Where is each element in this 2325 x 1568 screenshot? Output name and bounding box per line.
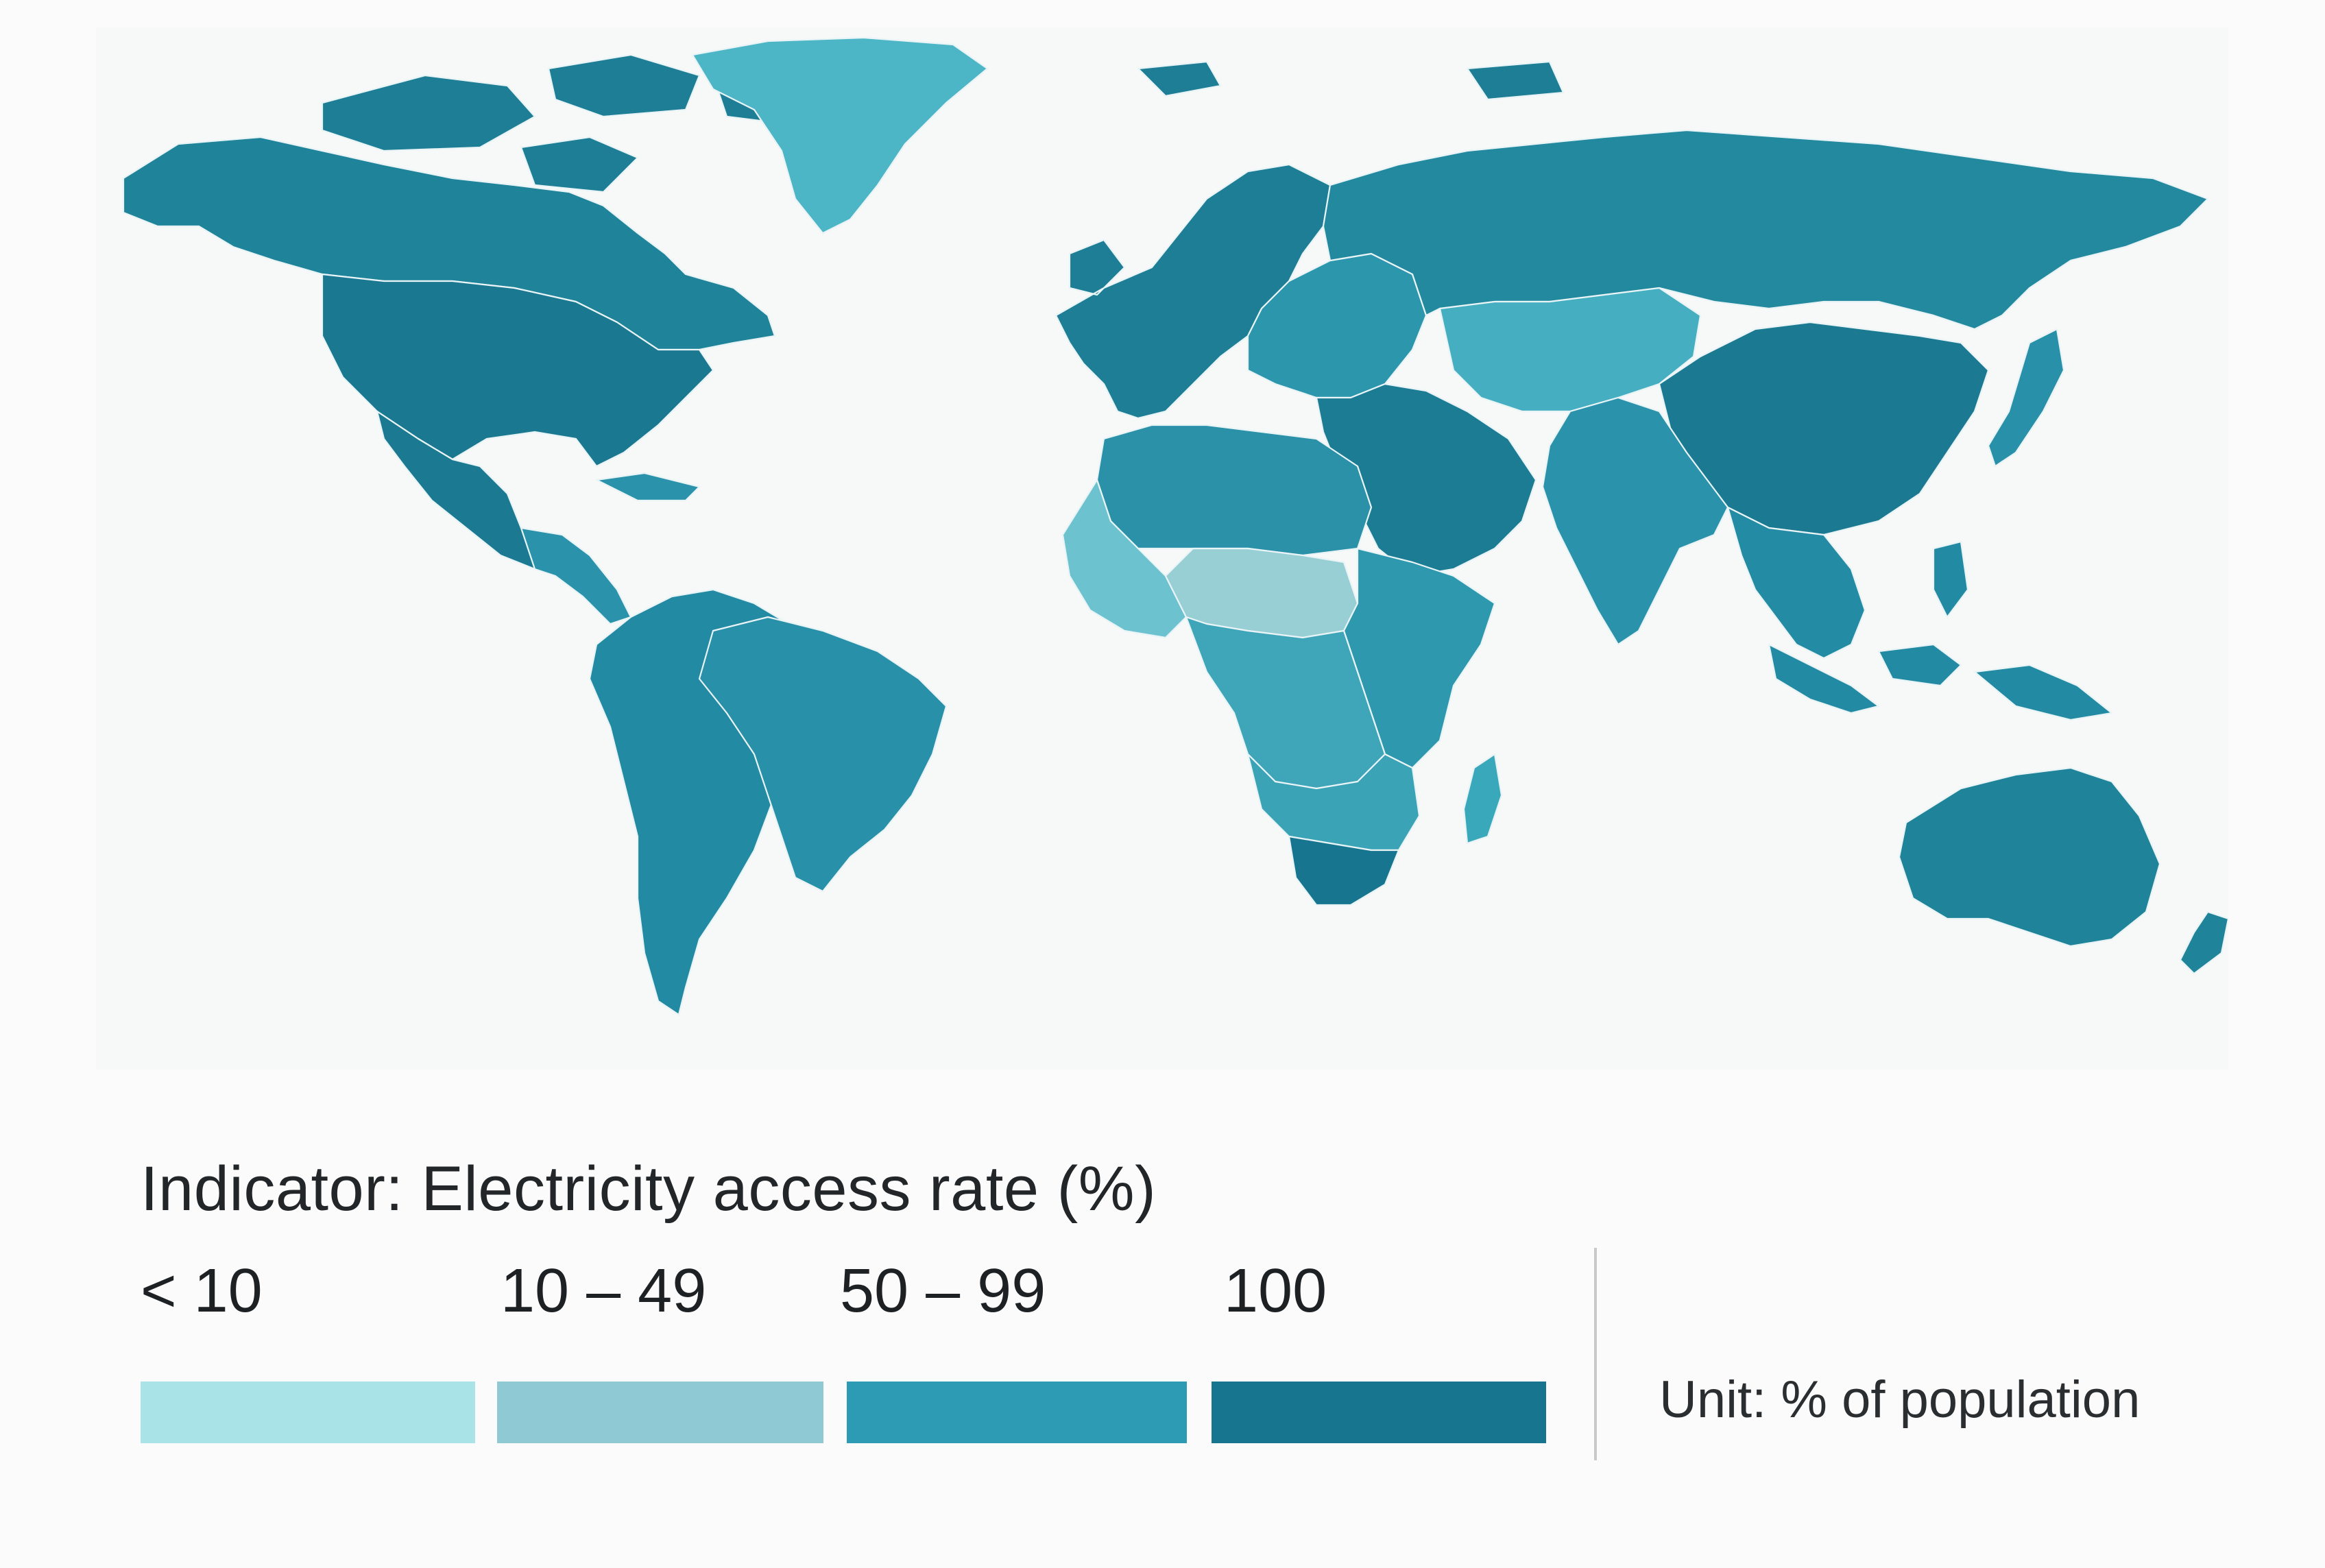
legend-swatch <box>847 1382 1187 1443</box>
region-west-africa[interactable] <box>1061 479 1188 639</box>
region-indonesia[interactable] <box>1768 540 2113 721</box>
legend-bin-label: 100 <box>1224 1257 1327 1325</box>
legend-swatch <box>497 1382 823 1443</box>
region-india[interactable] <box>1541 396 1729 646</box>
legend-bin-label: 10 – 49 <box>501 1257 707 1325</box>
legend-bin-label: < 10 <box>141 1257 263 1325</box>
region-brazil[interactable] <box>698 616 948 893</box>
world-map[interactable] <box>96 27 2228 1070</box>
legend: Indicator: Electricity access rate (%) <… <box>141 1138 2232 1460</box>
region-central-america[interactable] <box>520 472 701 625</box>
region-central-asia[interactable] <box>1438 287 1702 413</box>
legend-title: Indicator: Electricity access rate (%) <box>141 1154 1157 1224</box>
region-north-america[interactable] <box>122 136 776 351</box>
legend-divider <box>1594 1248 1597 1460</box>
region-southeast-asia[interactable] <box>1726 506 1866 660</box>
legend-swatch <box>141 1382 475 1443</box>
unit-note: Unit: % of population <box>1659 1371 2141 1429</box>
region-russia[interactable] <box>1322 129 2209 330</box>
region-south-africa[interactable] <box>1288 835 1400 906</box>
legend-bin-label: 50 – 99 <box>840 1257 1046 1325</box>
map-panel <box>96 27 2228 1070</box>
region-greenland[interactable] <box>691 36 989 234</box>
region-madagascar[interactable] <box>1462 753 1503 845</box>
region-new-zealand[interactable] <box>2179 910 2228 975</box>
region-japan[interactable] <box>1987 328 2065 468</box>
region-australia[interactable] <box>1898 767 2161 948</box>
legend-swatch <box>1212 1382 1546 1443</box>
